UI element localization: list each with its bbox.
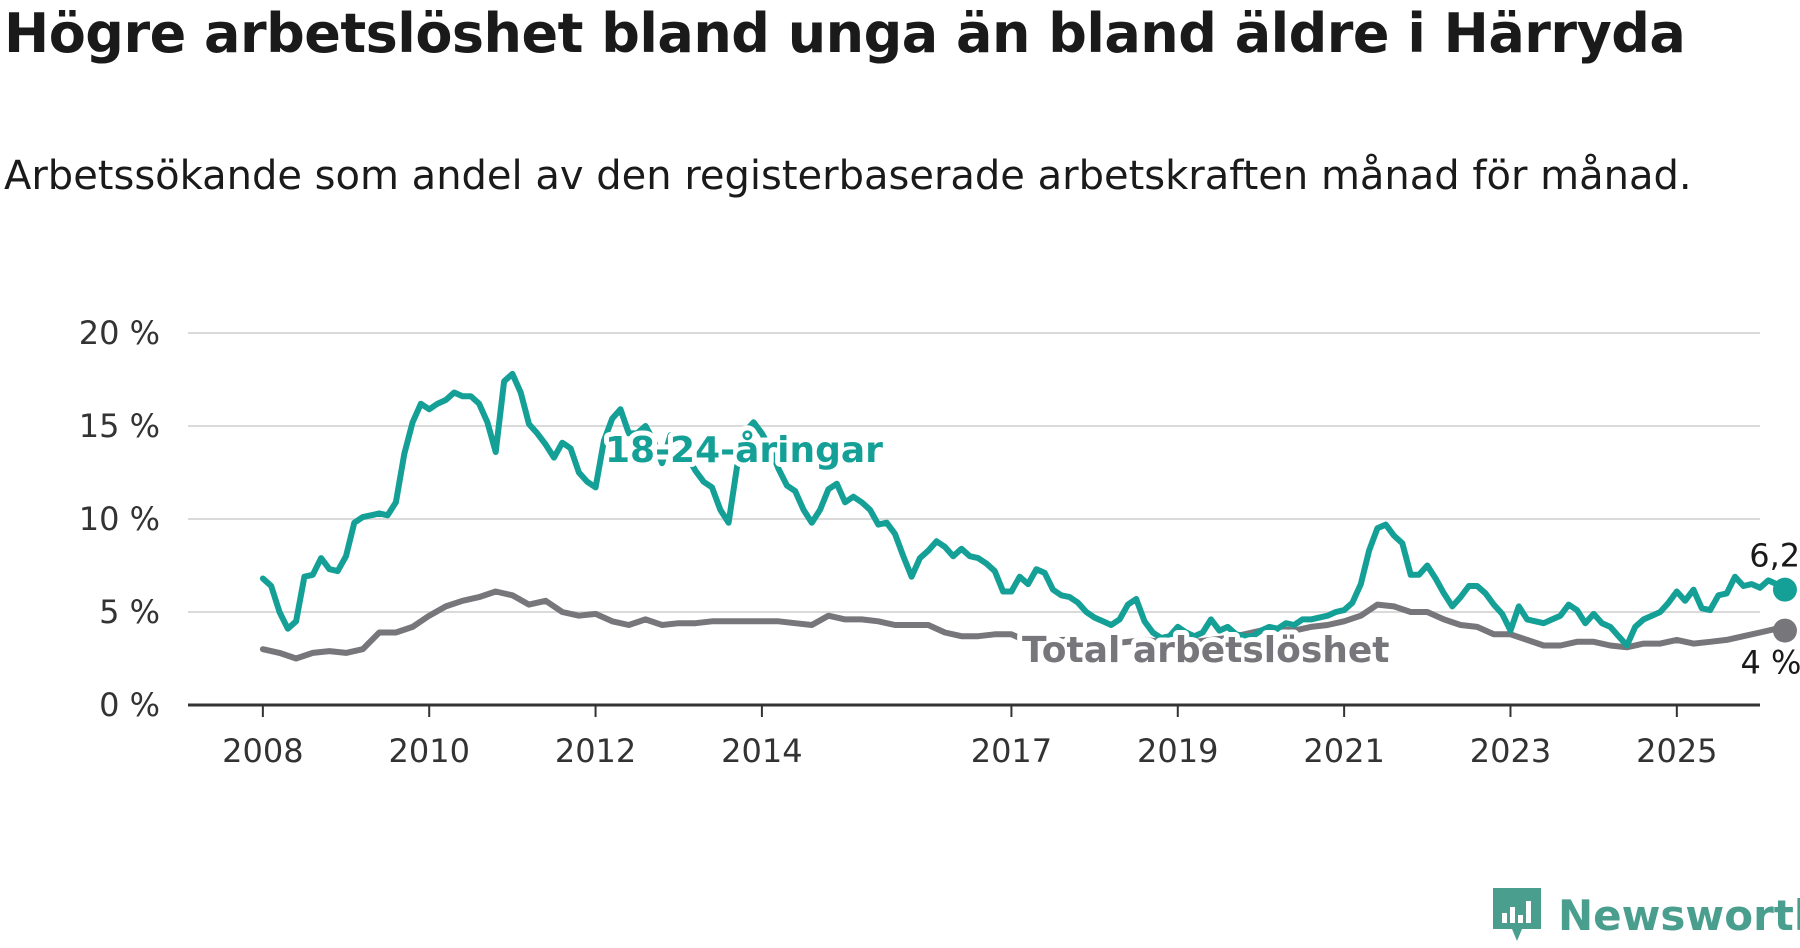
x-tick-label: 2014	[721, 732, 802, 770]
x-tick-label: 2019	[1137, 732, 1218, 770]
series-lines	[259, 370, 1788, 662]
brand-name: Newsworthy	[1558, 890, 1800, 940]
series-labels: 18-24-åringar Total arbetslöshet 6,2 % 4 %	[600, 425, 1800, 682]
youth-series-line	[259, 370, 1788, 649]
x-tick-label: 2010	[388, 732, 469, 770]
x-tick-label: 2008	[222, 732, 303, 770]
x-tick-label: 2017	[971, 732, 1052, 770]
gridlines	[188, 332, 1760, 613]
x-tick-label: 2025	[1636, 732, 1717, 770]
youth-end-value: 6,2 %	[1749, 537, 1800, 575]
chart-title: Högre arbetslöshet bland unga än bland ä…	[4, 2, 1686, 65]
y-tick-label: 10 %	[79, 500, 160, 538]
youth-series-label: 18-24-åringar	[605, 430, 883, 471]
y-tick-label: 5 %	[99, 593, 160, 631]
total-series-label: Total arbetslöshet	[1022, 630, 1390, 671]
newsworthy-logo-icon	[1493, 888, 1541, 941]
y-tick-label: 0 %	[99, 686, 160, 724]
total-end-marker	[1772, 618, 1797, 643]
total-series-line	[259, 588, 1788, 662]
x-tick-label: 2012	[555, 732, 636, 770]
y-tick-label: 15 %	[79, 407, 160, 445]
y-axis-ticks: 0 % 5 % 10 % 15 % 20 %	[79, 314, 160, 724]
youth-end-marker	[1772, 577, 1797, 602]
x-tick-label: 2023	[1470, 732, 1551, 770]
total-end-value: 4 %	[1740, 644, 1800, 682]
newsworthy-logo: Newsworthy	[1490, 885, 1800, 945]
y-tick-label: 20 %	[79, 314, 160, 352]
x-tick-label: 2021	[1303, 732, 1384, 770]
x-axis: 2008 2010 2012 2014 2017 2019 2021 2023 2025	[188, 703, 1760, 770]
chart-subtitle: Arbetssökande som andel av den registerb…	[4, 153, 1692, 199]
